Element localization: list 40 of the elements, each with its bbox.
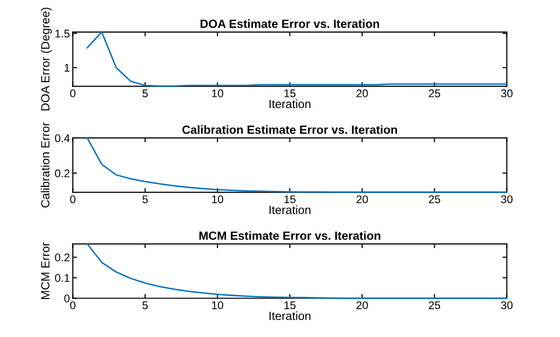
x-tick-label: 30 bbox=[501, 301, 513, 310]
y-tick-label: 0.2 bbox=[55, 254, 70, 262]
x-tick-label: 30 bbox=[501, 195, 513, 204]
y-tick-label: 1 bbox=[64, 64, 70, 72]
x-tick-label: 25 bbox=[428, 195, 440, 204]
x-tick-label: 10 bbox=[212, 301, 224, 310]
line-series bbox=[86, 31, 508, 87]
x-tick-label: 20 bbox=[356, 301, 368, 310]
y-tick-label: 1.5 bbox=[55, 30, 70, 38]
y-axis-title: MCM Error bbox=[41, 242, 50, 299]
x-tick-label: 5 bbox=[142, 195, 148, 204]
x-tick-label: 20 bbox=[356, 89, 368, 98]
y-axis-title: Calibration Error bbox=[40, 122, 50, 208]
x-tick-label: 10 bbox=[212, 89, 224, 98]
x-tick-label: 25 bbox=[428, 301, 440, 310]
x-tick-label: 0 bbox=[70, 89, 76, 98]
x-tick-label: 0 bbox=[70, 195, 76, 204]
x-tick-label: 5 bbox=[142, 90, 148, 98]
x-tick-label: 25 bbox=[428, 89, 440, 98]
x-tick-label: 15 bbox=[284, 301, 296, 310]
x-axis-title: Iteration bbox=[270, 99, 310, 108]
x-tick-label: 15 bbox=[284, 90, 296, 98]
y-tick-label: 0 bbox=[64, 294, 70, 302]
x-tick-label: 30 bbox=[501, 89, 513, 98]
x-tick-label: 15 bbox=[284, 195, 296, 204]
line-series bbox=[86, 243, 508, 299]
chart-title: MCM Estimate Error vs. Iteration bbox=[199, 231, 380, 240]
y-tick-label: 0.4 bbox=[55, 134, 70, 142]
y-tick-label: 0.2 bbox=[55, 169, 70, 178]
line-series bbox=[86, 137, 508, 193]
x-axis-title: Iteration bbox=[270, 311, 310, 320]
chart-title: Calibration Estimate Error vs. Iteration bbox=[182, 125, 397, 134]
x-axis-title: Iteration bbox=[270, 205, 310, 214]
y-tick-label: 0.1 bbox=[55, 274, 70, 282]
y-axis-title: DOA Error (Degree) bbox=[40, 8, 52, 110]
x-tick-label: 0 bbox=[70, 301, 76, 310]
x-tick-label: 10 bbox=[212, 195, 224, 204]
x-tick-label: 20 bbox=[356, 195, 368, 204]
x-tick-label: 5 bbox=[142, 301, 148, 310]
chart-title: DOA Estimate Error vs. Iteration bbox=[200, 19, 380, 28]
